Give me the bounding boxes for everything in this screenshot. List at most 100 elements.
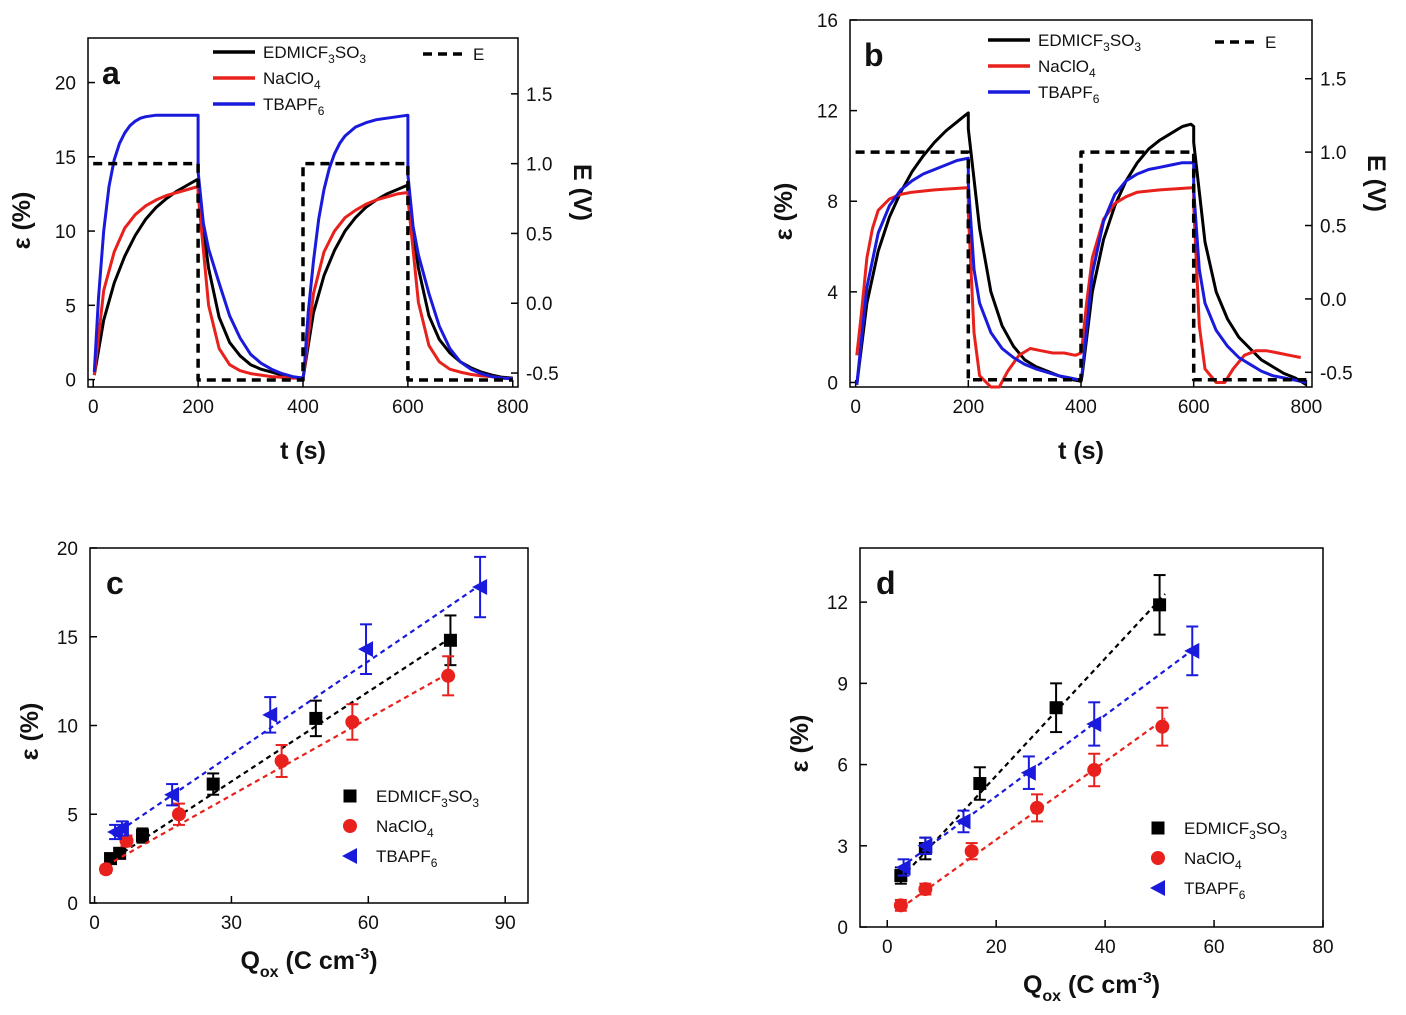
edmicf3so3-legend-marker [343, 789, 357, 803]
y-tick-label: 12 [827, 593, 848, 614]
naclo4-legend-label: NaClO4 [1184, 849, 1242, 872]
y2-tick-label: 1.5 [526, 85, 552, 106]
y-tick-label: 15 [55, 148, 76, 169]
x-tick-label: 20 [986, 937, 1007, 958]
y-tick-label: 6 [837, 756, 848, 777]
tbapf6-data-point [358, 641, 374, 658]
y-tick-label: 12 [817, 102, 838, 123]
x-axis: 0 200 400 600 800 [88, 380, 529, 418]
x-tick-label: 80 [1312, 937, 1333, 958]
y-tick-label: 10 [55, 222, 76, 243]
naclo4-fit-line [105, 671, 451, 867]
y-tick-label: 0 [65, 371, 76, 392]
tbapf6-legend-label: TBAPF6 [376, 847, 438, 870]
tbapf6-legend-label: TBAPF6 [1038, 83, 1100, 106]
tbapf6-data-point [955, 813, 971, 830]
panel-label: d [876, 565, 896, 601]
y2-tick-label: 0.5 [1320, 217, 1346, 238]
x-tick-label: 40 [1095, 937, 1116, 958]
panel-d: 0 20 40 60 80 0 3 6 9 12 d EDMICF3SO3 NaClO4 TBAPF6 Qo… [786, 547, 1334, 1005]
x-tick-label: 30 [221, 913, 242, 934]
naclo4-data-point [119, 833, 134, 848]
edmicf3so3-legend-marker [1151, 821, 1165, 835]
y-axis-title: ε (%) [16, 703, 44, 761]
naclo4-data-point [1087, 762, 1102, 777]
y2-tick-label: 0.5 [526, 224, 552, 245]
x-axis: 0 20 40 60 80 [882, 920, 1334, 958]
x-tick-label: 0 [89, 913, 100, 934]
y2-tick-label: 1.0 [1320, 143, 1346, 164]
naclo4-data-point [98, 862, 113, 877]
y2-tick-label: 0.0 [526, 294, 552, 315]
panel-label: c [106, 565, 124, 601]
edmicf3so3-data-point [309, 711, 323, 725]
x-tick-label: 0 [882, 937, 893, 958]
tbapf6-data-point [1184, 642, 1200, 659]
x-tick-label: 400 [1065, 397, 1097, 418]
y-tick-label: 10 [57, 717, 78, 738]
y-axis: 0 5 10 15 20 [55, 74, 95, 392]
y-tick-label: 5 [67, 805, 78, 826]
edmicf3so3-legend-label: EDMICF3SO3 [376, 787, 479, 810]
x-tick-label: 600 [1178, 397, 1210, 418]
tbapf6-fit-line [900, 647, 1196, 869]
x-tick-label: 0 [88, 397, 99, 418]
y2-axis-title: E (V) [568, 164, 596, 221]
edmicf3so3-data-point [135, 829, 149, 843]
edmicf3so3-data-point [973, 777, 987, 791]
plot-frame [859, 547, 1324, 928]
edmicf3so3-data-point [1049, 701, 1063, 715]
y-tick-label: 0 [67, 894, 78, 915]
x-axis: 0 30 60 90 [89, 896, 516, 934]
y-tick-label: 5 [65, 296, 76, 317]
tbapf6-data-point [917, 837, 933, 854]
naclo4-data-point [964, 844, 979, 859]
x-tick-label: 90 [495, 913, 516, 934]
panel-b: 0 200 400 600 800 0 4 8 12 16 -0.5 0.0 0.5 1.0 1.5 b EDM… [770, 11, 1390, 465]
edmicf3so3-data-point [1153, 598, 1167, 612]
legend: EDMICF3SO3 NaClO4 TBAPF6 [1150, 819, 1287, 902]
y-tick-label: 15 [57, 628, 78, 649]
y2-tick-label: 1.5 [1320, 70, 1346, 91]
panel-a: 0 200 400 600 800 0 5 10 15 20 -0.5 0.0 0.5 1.0 1.5 a ED… [8, 37, 596, 465]
x-axis-title: t (s) [1058, 437, 1104, 465]
naclo4-legend-marker [343, 819, 357, 833]
tbapf6-legend-marker [1150, 880, 1165, 896]
y2-axis-title: E (V) [1362, 155, 1390, 212]
y2-axis: -0.5 0.0 0.5 1.0 1.5 [1305, 70, 1353, 384]
x-tick-label: 60 [358, 913, 379, 934]
edmicf3so3-data-point [443, 633, 457, 647]
x-tick-label: 200 [952, 397, 984, 418]
tbapf6-data-point [895, 859, 911, 876]
y-axis-title: ε (%) [8, 192, 36, 250]
legend: EDMICF3SO3 NaClO4 TBAPF6 E [213, 43, 484, 118]
x-tick-label: 200 [182, 397, 214, 418]
plot-frame [89, 547, 529, 904]
legend: EDMICF3SO3 NaClO4 TBAPF6 [342, 787, 479, 870]
e-series-line [93, 161, 513, 382]
naclo4-series-line [855, 186, 1301, 389]
tbapf6-data-point [113, 820, 129, 837]
naclo4-data-point [1155, 719, 1170, 734]
y-axis: 0 4 8 12 16 [817, 11, 857, 394]
naclo4-data-point [345, 714, 360, 729]
y2-tick-label: -0.5 [526, 364, 559, 385]
edmicf3so3-fit-line [900, 593, 1166, 880]
panel-label: b [864, 37, 884, 73]
x-tick-label: 600 [392, 397, 424, 418]
x-axis-title: Qox (C cm-3) [240, 946, 377, 981]
y2-tick-label: -0.5 [1320, 363, 1353, 384]
y-tick-label: 0 [827, 373, 838, 394]
tbapf6-data-point [1020, 764, 1036, 781]
y-tick-label: 9 [837, 674, 848, 695]
tbapf6-data-point [262, 706, 278, 723]
y-axis-title: ε (%) [786, 715, 814, 773]
x-axis-title: Qox (C cm-3) [1023, 970, 1160, 1005]
tbapf6-legend-marker [342, 848, 357, 864]
x-tick-label: 60 [1203, 937, 1224, 958]
x-tick-label: 800 [1291, 397, 1323, 418]
panel-label: a [102, 55, 120, 91]
y-axis: 0 3 6 9 12 [827, 593, 867, 939]
tbapf6-legend-label: TBAPF6 [263, 95, 325, 118]
y2-tick-label: 0.0 [1320, 290, 1346, 311]
